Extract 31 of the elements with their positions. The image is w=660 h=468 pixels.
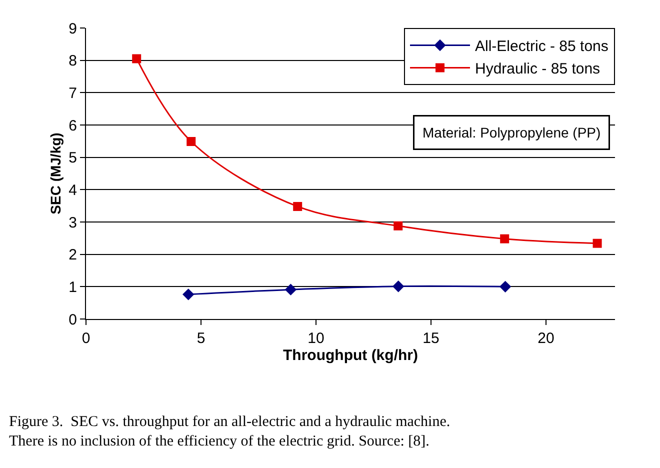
y-tick-label: 3 <box>68 214 77 232</box>
y-tick-label: 0 <box>68 311 77 328</box>
annotation: Material: Polypropylene (PP) <box>422 124 601 140</box>
point <box>500 234 510 244</box>
x-axis-title: Throughput (kg/hr) <box>283 347 418 364</box>
y-tick-label: 5 <box>68 150 77 167</box>
caption: Figure 3. SEC vs. throughput for an all-electric and a hydraulic machine. There is no inclusion of the efficiency of the electric grid. Source: [8]. <box>9 414 450 450</box>
x-tick-label: 0 <box>82 330 90 347</box>
x-tick-label: 15 <box>422 330 440 347</box>
point <box>132 54 142 64</box>
y-tick-label: 1 <box>68 278 77 296</box>
point <box>186 136 196 146</box>
legend-label: Hydraulic - 85 tons <box>475 60 600 78</box>
point <box>182 288 194 300</box>
point <box>392 280 404 292</box>
y-tick-label: 4 <box>68 182 77 199</box>
point <box>499 280 512 293</box>
point <box>394 221 403 230</box>
point <box>284 284 297 296</box>
legend-label: All-Electric - 85 tons <box>475 38 608 56</box>
y-axis-title: SEC (MJ/kg) <box>47 132 64 214</box>
x-tick-label: 20 <box>538 330 554 347</box>
y-tick-label: 6 <box>68 117 77 134</box>
x-tick-label: 10 <box>308 330 324 347</box>
x-tick-label: 5 <box>196 330 206 347</box>
y-tick-label: 7 <box>68 84 77 102</box>
y-tick-label: 8 <box>68 52 77 70</box>
point <box>592 238 602 248</box>
y-tick-label: 2 <box>68 246 77 264</box>
y-tick-label: 9 <box>68 20 77 38</box>
point <box>293 202 302 211</box>
